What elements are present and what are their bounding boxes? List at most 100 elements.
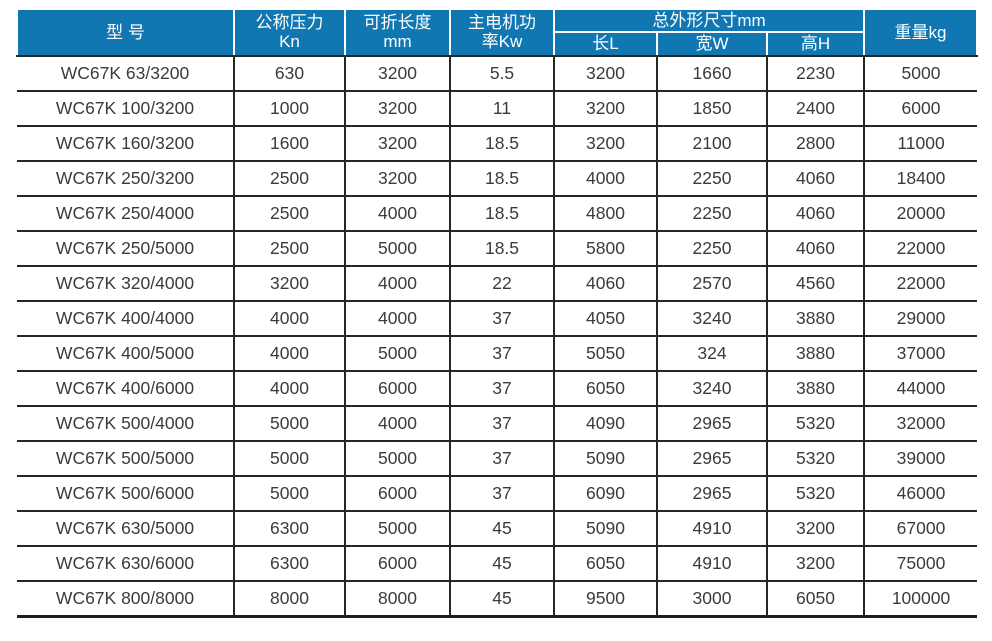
header-cell-dim-width: 宽W xyxy=(656,31,768,57)
table-row: WC67K 100/3200 1000 3200 11 3200 1850 2400 6000 xyxy=(17,90,978,127)
table-row: WC67K 400/5000 4000 5000 37 5050 324 3880 37000 xyxy=(17,335,978,372)
table-row: WC67K 630/6000 6300 6000 45 6050 4910 3200 7500… xyxy=(17,545,978,582)
model-cell: WC67K 250/4000 xyxy=(17,195,235,232)
value-cell: 2570 xyxy=(656,265,768,302)
value-cell: 3880 xyxy=(765,370,866,407)
value-cell: 5000 xyxy=(233,440,346,477)
value-cell: 6090 xyxy=(553,475,658,512)
value-cell: 4000 xyxy=(344,405,451,442)
value-cell: 39000 xyxy=(863,440,978,477)
table-row: WC67K 400/4000 4000 4000 37 4050 3240 3880 2900… xyxy=(17,300,978,337)
value-cell: 3200 xyxy=(765,545,866,582)
value-cell: 6050 xyxy=(765,580,866,618)
model-cell: WC67K 630/6000 xyxy=(17,545,235,582)
table-row: WC67K 250/3200 2500 3200 18.5 4000 2250 4060 18… xyxy=(17,160,978,197)
value-cell: 1000 xyxy=(233,90,346,127)
value-cell: 37 xyxy=(449,440,555,477)
value-cell: 6000 xyxy=(863,90,978,127)
table-row: WC67K 500/4000 5000 4000 37 4090 2965 5320 3200… xyxy=(17,405,978,442)
value-cell: 2250 xyxy=(656,160,768,197)
model-cell: WC67K 320/4000 xyxy=(17,265,235,302)
table-header: 型 号 公称压力 Kn 可折长度 mm 主电机功 率Kw 总外形尺寸mm 重量k… xyxy=(16,8,979,57)
value-cell: 4000 xyxy=(344,300,451,337)
value-cell: 5090 xyxy=(553,440,658,477)
model-cell: WC67K 160/3200 xyxy=(17,125,235,162)
table-row: WC67K 800/8000 8000 8000 45 9500 3000 6050 1000… xyxy=(17,580,978,618)
value-cell: 45 xyxy=(449,510,555,547)
header-cell-dim-length: 长L xyxy=(553,31,658,57)
value-cell: 18.5 xyxy=(449,230,555,267)
value-cell: 6000 xyxy=(344,545,451,582)
value-cell: 3200 xyxy=(553,125,658,162)
value-cell: 11 xyxy=(449,90,555,127)
value-cell: 5000 xyxy=(233,475,346,512)
value-cell: 18400 xyxy=(863,160,978,197)
model-cell: WC67K 250/3200 xyxy=(17,160,235,197)
value-cell: 6300 xyxy=(233,510,346,547)
value-cell: 6050 xyxy=(553,370,658,407)
value-cell: 46000 xyxy=(863,475,978,512)
table-row: WC67K 63/3200 630 3200 5.5 3200 1660 2230 5000 xyxy=(17,55,978,92)
value-cell: 29000 xyxy=(863,300,978,337)
value-cell: 4910 xyxy=(656,510,768,547)
value-cell: 18.5 xyxy=(449,160,555,197)
value-cell: 2965 xyxy=(656,475,768,512)
value-cell: 2400 xyxy=(765,90,866,127)
table-row: WC67K 250/5000 2500 5000 18.5 5800 2250 4060 22… xyxy=(17,230,978,267)
header-row-sub: 长L 宽W 高H xyxy=(17,31,977,57)
value-cell: 37000 xyxy=(863,335,978,372)
table-row: WC67K 160/3200 1600 3200 18.5 3200 2100 2800 11… xyxy=(17,125,978,162)
value-cell: 5800 xyxy=(553,230,658,267)
value-cell: 5000 xyxy=(344,510,451,547)
value-cell: 22000 xyxy=(863,230,978,267)
header-motor-line1: 主电机功 xyxy=(468,13,536,32)
header-cell-weight: 重量kg xyxy=(863,8,979,57)
value-cell: 22000 xyxy=(863,265,978,302)
value-cell: 5000 xyxy=(344,230,451,267)
table-body: WC67K 63/3200 630 3200 5.5 3200 1660 2230 5000 W… xyxy=(17,55,978,618)
value-cell: 6000 xyxy=(344,370,451,407)
value-cell: 2100 xyxy=(656,125,768,162)
value-cell: 5000 xyxy=(344,440,451,477)
value-cell: 5050 xyxy=(553,335,658,372)
model-cell: WC67K 500/4000 xyxy=(17,405,235,442)
value-cell: 3880 xyxy=(765,300,866,337)
value-cell: 4050 xyxy=(553,300,658,337)
value-cell: 67000 xyxy=(863,510,978,547)
value-cell: 630 xyxy=(233,55,346,92)
table-row: WC67K 500/6000 5000 6000 37 6090 2965 5320 4600… xyxy=(17,475,978,512)
header-cell-dim-height: 高H xyxy=(765,31,866,57)
value-cell: 3200 xyxy=(233,265,346,302)
value-cell: 5.5 xyxy=(449,55,555,92)
header-motor-line2: 率Kw xyxy=(481,32,523,51)
value-cell: 4060 xyxy=(765,195,866,232)
model-cell: WC67K 400/6000 xyxy=(17,370,235,407)
value-cell: 3200 xyxy=(344,160,451,197)
header-cell-model: 型 号 xyxy=(16,8,235,57)
value-cell: 45 xyxy=(449,545,555,582)
value-cell: 4910 xyxy=(656,545,768,582)
table-row: WC67K 500/5000 5000 5000 37 5090 2965 5320 3900… xyxy=(17,440,978,477)
value-cell: 9500 xyxy=(553,580,658,618)
model-cell: WC67K 250/5000 xyxy=(17,230,235,267)
value-cell: 3240 xyxy=(656,300,768,337)
value-cell: 4060 xyxy=(765,160,866,197)
value-cell: 1850 xyxy=(656,90,768,127)
value-cell: 4000 xyxy=(233,335,346,372)
model-cell: WC67K 630/5000 xyxy=(17,510,235,547)
value-cell: 3200 xyxy=(553,90,658,127)
value-cell: 8000 xyxy=(344,580,451,618)
value-cell: 2500 xyxy=(233,230,346,267)
value-cell: 5000 xyxy=(344,335,451,372)
header-pressure-unit: Kn xyxy=(279,32,300,51)
value-cell: 37 xyxy=(449,335,555,372)
value-cell: 4800 xyxy=(553,195,658,232)
header-cell-dimensions-group: 总外形尺寸mm xyxy=(552,8,866,33)
value-cell: 5000 xyxy=(863,55,978,92)
value-cell: 5320 xyxy=(765,405,866,442)
value-cell: 37 xyxy=(449,300,555,337)
value-cell: 3200 xyxy=(765,510,866,547)
table-row: WC67K 320/4000 3200 4000 22 4060 2570 4560 2200… xyxy=(17,265,978,302)
value-cell: 3200 xyxy=(344,55,451,92)
